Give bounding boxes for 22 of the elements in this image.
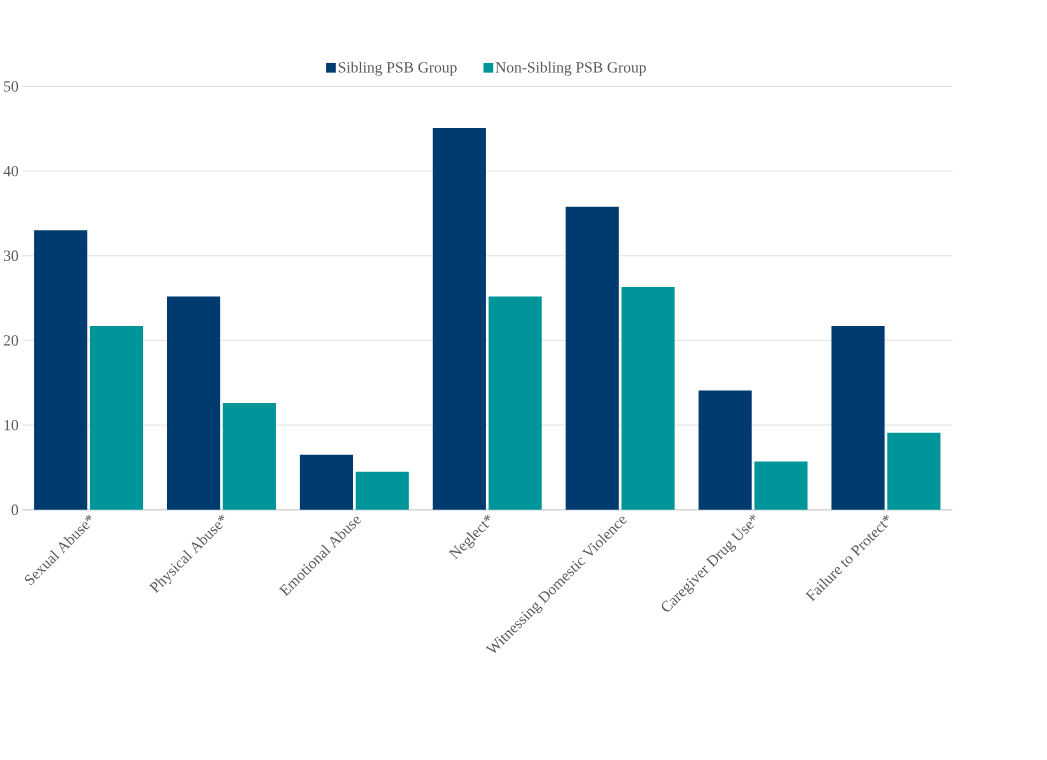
bar: [34, 230, 88, 510]
bar: [565, 206, 619, 510]
bar: [698, 390, 752, 510]
y-tick-label: 20: [3, 335, 19, 346]
bar: [222, 402, 276, 510]
bar: [831, 325, 885, 510]
y-tick-label: 0: [11, 504, 19, 515]
y-tick-label: 10: [4, 419, 19, 431]
y-tick-label: 40: [3, 165, 19, 177]
legend-label: Sibling PSB Group: [338, 61, 457, 76]
bar: [754, 461, 808, 510]
bar: [166, 296, 221, 510]
y-tick-label: 30: [3, 250, 19, 261]
y-tick-label: 50: [4, 81, 19, 92]
bar: [488, 296, 542, 510]
bar: [299, 454, 354, 510]
bar: [355, 471, 409, 510]
bar: [432, 127, 486, 510]
bar: [621, 286, 675, 510]
bar: [887, 432, 941, 510]
bar: [89, 325, 144, 510]
legend-label: Non-Sibling PSB Group: [495, 61, 646, 76]
